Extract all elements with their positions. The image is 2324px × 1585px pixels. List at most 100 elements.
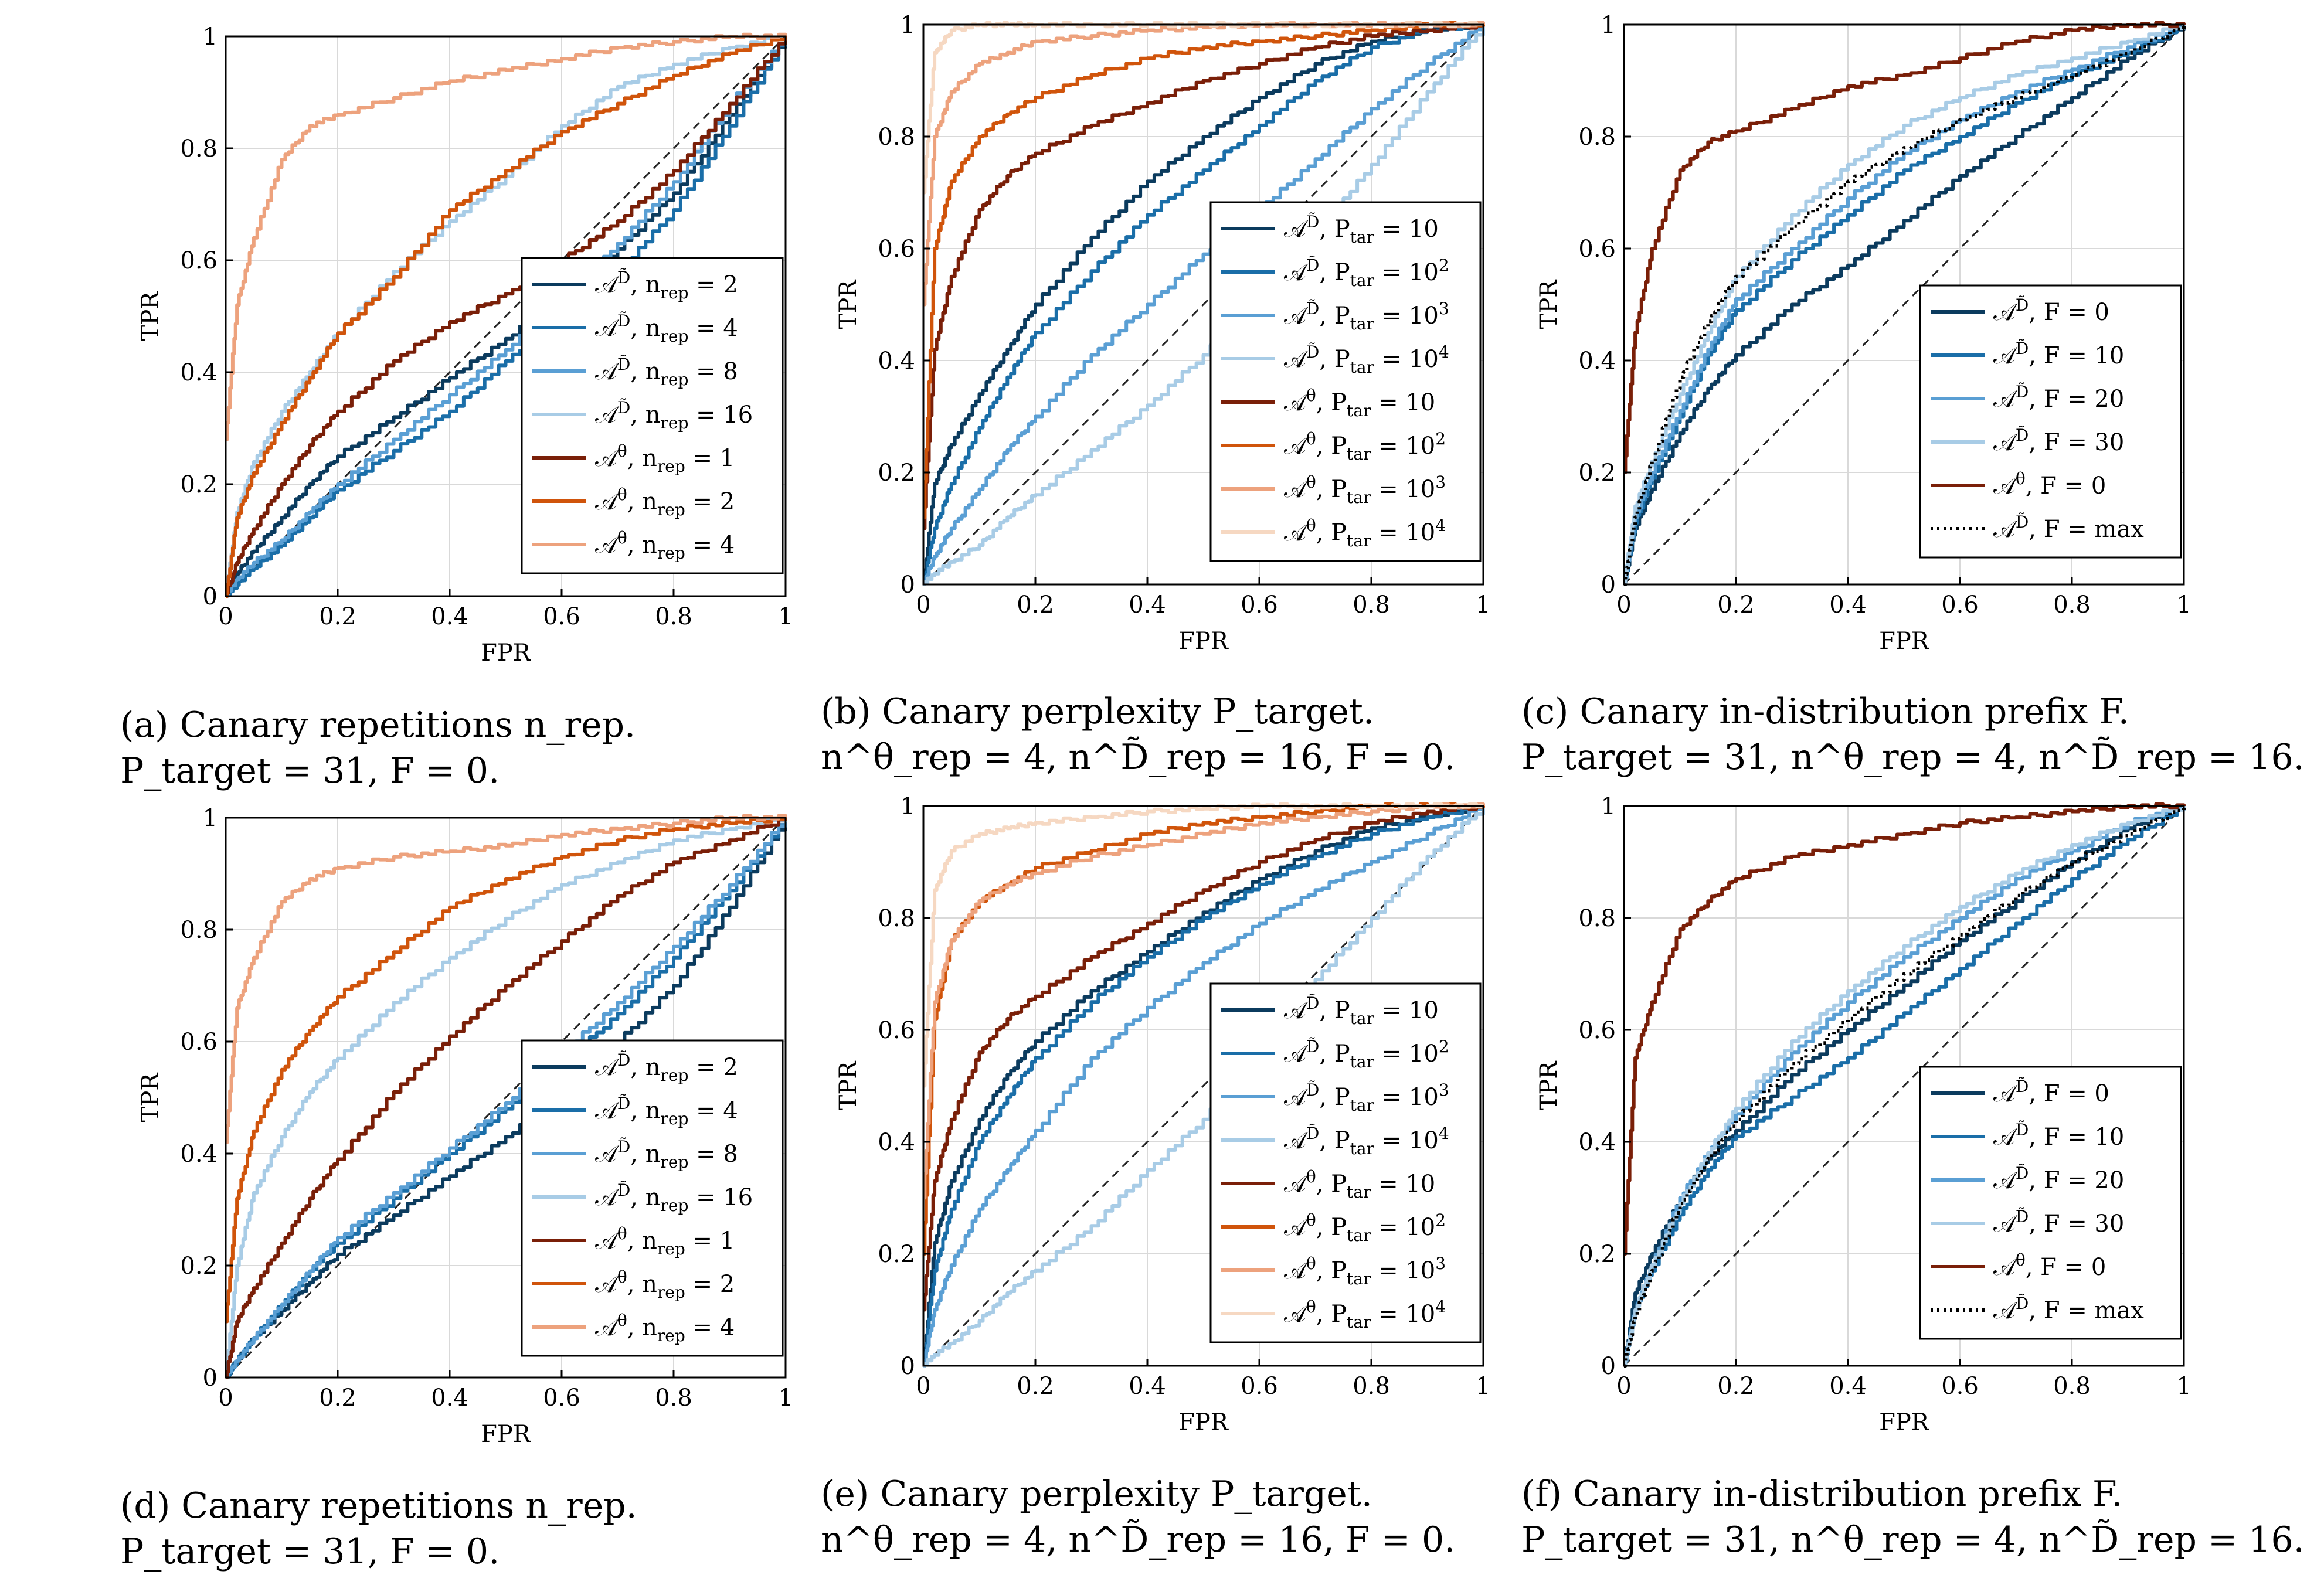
series-line-6 [225, 816, 787, 1324]
x-axis-label: FPR [481, 640, 532, 666]
series-line-1 [923, 23, 1485, 586]
x-tick-label: 0.2 [319, 603, 356, 630]
caption-a-line1: (a) Canary repetitions n_rep. [120, 705, 636, 746]
x-tick-label: 0.2 [1717, 591, 1755, 618]
y-tick-label: 0 [1601, 1353, 1616, 1380]
caption-b-line1: (b) Canary perplexity P_target. [821, 691, 1374, 732]
y-tick-label: 0.2 [878, 1241, 915, 1268]
y-tick-label: 0 [1601, 572, 1616, 598]
y-tick-label: 1 [203, 805, 218, 832]
y-tick-label: 0.6 [180, 247, 218, 274]
x-tick-label: 0.6 [1941, 1373, 1979, 1400]
y-tick-label: 0.2 [180, 471, 218, 498]
legend-label: 𝒜D̃, nrep = 8 [595, 1137, 738, 1172]
panel-f: 00 0.2 0.2 0.4 0.4 0.6 0.6 0.8 0.8 1 1 FPR TPR 𝒜D̃, F… [1535, 793, 2192, 1436]
y-tick-label: 0 [901, 572, 915, 598]
x-tick-label: 1 [778, 1385, 793, 1411]
x-tick-label: 0.4 [1129, 591, 1166, 618]
legend: 𝒜D̃, F = 0 𝒜D̃, F = 10 𝒜D̃, F = 20 𝒜D̃, F =… [1919, 284, 2182, 559]
legend: 𝒜D̃, F = 0 𝒜D̃, F = 10 𝒜D̃, F = 20 𝒜D̃, F =… [1919, 1066, 2182, 1340]
caption-a-line2: P_target = 31, F = 0. [120, 750, 500, 791]
y-tick-label: 0.4 [1578, 1129, 1616, 1156]
x-tick-label: 1 [2176, 591, 2191, 618]
series-line-4 [225, 818, 787, 1379]
x-tick-label: 0 [1616, 591, 1631, 618]
x-tick-label: 0.8 [655, 603, 692, 630]
series-line-1 [1623, 25, 2186, 586]
y-tick-label: 0.4 [1578, 348, 1616, 375]
legend-label: 𝒜D̃, F = 10 [1993, 339, 2124, 369]
legend-label: 𝒜D̃, nrep = 4 [595, 1094, 738, 1128]
x-tick-label: 1 [2176, 1373, 2191, 1400]
caption-d: (d) Canary repetitions n_rep. P_target =… [120, 1483, 637, 1574]
legend-label: 𝒜θ, F = 0 [1993, 469, 2106, 499]
panel-a: 00 0.2 0.2 0.4 0.4 0.6 0.6 0.8 0.8 1 1 FPR TPR 𝒜D̃, n… [137, 23, 793, 666]
x-tick-label: 0.4 [431, 1385, 468, 1411]
series-line-5 [225, 818, 787, 1379]
y-tick-label: 0.6 [1578, 1017, 1616, 1044]
legend-label: 𝒜D̃, Ptar = 102 [1284, 256, 1449, 290]
axes-frame [922, 805, 1484, 1367]
legend-label: 𝒜D̃, Ptar = 103 [1284, 1080, 1449, 1115]
legend-label: 𝒜D̃, F = 30 [1993, 1207, 2124, 1237]
axes-frame [1623, 805, 2185, 1367]
series-line-7 [225, 32, 787, 441]
legend-label: 𝒜D̃, Ptar = 104 [1284, 342, 1449, 377]
legend-label: 𝒜θ, Ptar = 10 [1284, 1167, 1435, 1202]
legend-label: 𝒜D̃, F = 20 [1993, 382, 2124, 413]
series-line-3 [225, 818, 787, 1379]
x-axis-label: FPR [1178, 628, 1229, 655]
legend-label: 𝒜D̃, nrep = 2 [595, 268, 738, 302]
caption-d-line2: P_target = 31, F = 0. [120, 1531, 500, 1572]
caption-b: (b) Canary perplexity P_target. n^θ_rep … [821, 689, 1455, 780]
x-tick-label: 0 [916, 591, 930, 618]
x-axis-label: FPR [1178, 1409, 1229, 1436]
series-line-7 [923, 802, 1485, 1200]
y-tick-label: 0 [901, 1353, 915, 1380]
legend-label: 𝒜θ, Ptar = 104 [1284, 1297, 1446, 1332]
x-tick-label: 0.2 [1017, 591, 1054, 618]
x-tick-label: 0.4 [1829, 591, 1867, 618]
legend-label: 𝒜θ, Ptar = 104 [1284, 516, 1446, 550]
legend-label: 𝒜θ, nrep = 2 [595, 485, 735, 519]
y-axis-label: TPR [137, 1072, 164, 1123]
x-tick-label: 0.6 [1241, 591, 1278, 618]
y-tick-label: 1 [1601, 793, 1616, 820]
legend-label: 𝒜θ, Ptar = 102 [1284, 429, 1446, 464]
legend-label: 𝒜D̃, nrep = 16 [595, 398, 753, 433]
legend-label: 𝒜θ, Ptar = 10 [1284, 386, 1435, 420]
axes-frame [225, 817, 787, 1379]
legend-box [1209, 201, 1482, 562]
x-axis-label: FPR [1879, 628, 1930, 655]
y-tick-label: 0.8 [878, 905, 915, 932]
x-tick-label: 0.6 [1941, 591, 1979, 618]
caption-f-line2: P_target = 31, n^θ_rep = 4, n^D̃_rep = 1… [1521, 1519, 2305, 1560]
chance-diagonal [1623, 805, 2185, 1367]
caption-c-line1: (c) Canary in-distribution prefix F. [1521, 691, 2129, 732]
series-line-2 [923, 22, 1485, 586]
y-tick-label: 0.6 [878, 236, 915, 263]
legend: 𝒜D̃, nrep = 2 𝒜D̃, nrep = 4 𝒜D̃, nrep = 8 𝒜… [521, 1039, 784, 1357]
x-tick-label: 0.2 [1017, 1373, 1054, 1400]
y-tick-label: 0.2 [1578, 460, 1616, 487]
x-axis-label: FPR [481, 1421, 532, 1448]
y-tick-label: 0 [203, 583, 218, 610]
x-tick-label: 0 [218, 603, 233, 630]
series-line-2 [1623, 806, 2186, 1368]
y-tick-label: 0.6 [878, 1017, 915, 1044]
legend-label: 𝒜D̃, nrep = 4 [595, 311, 738, 346]
x-tick-label: 0.6 [1241, 1373, 1278, 1400]
series-line-6 [225, 36, 787, 598]
x-tick-label: 0.2 [319, 1385, 356, 1411]
x-tick-label: 0.6 [543, 1385, 580, 1411]
panel-e: 00 0.2 0.2 0.4 0.4 0.6 0.6 0.8 0.8 1 1 FPR TPR 𝒜D̃, P… [835, 793, 1491, 1436]
series-line-5 [923, 804, 1485, 1312]
y-tick-label: 0.8 [1578, 905, 1616, 932]
legend-label: 𝒜θ, Ptar = 103 [1284, 1254, 1446, 1288]
caption-f: (f) Canary in-distribution prefix F. P_t… [1521, 1471, 2305, 1563]
y-tick-label: 0.4 [878, 348, 915, 375]
legend: 𝒜D̃, Ptar = 10 𝒜D̃, Ptar = 102 𝒜D̃, Ptar =… [1209, 201, 1482, 562]
x-tick-label: 0.8 [1353, 1373, 1390, 1400]
axes-frame [922, 23, 1484, 586]
